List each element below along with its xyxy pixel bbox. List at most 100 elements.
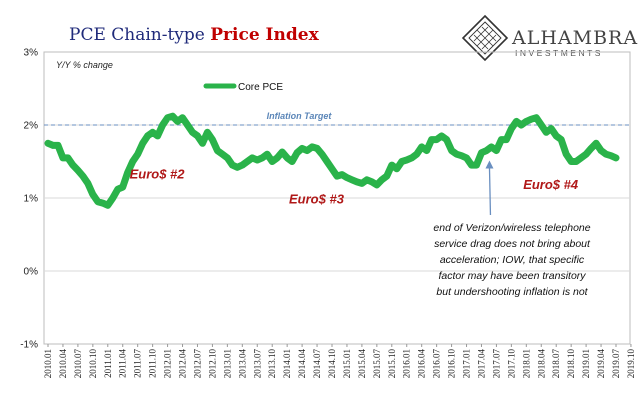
diamond-lattice-icon <box>461 14 509 62</box>
core-pce-point <box>570 160 572 163</box>
x-tick-label: 2012.01 <box>163 349 173 378</box>
core-pce-point <box>286 157 288 159</box>
x-tick-label: 2015.04 <box>357 349 367 379</box>
x-tick-label: 2018.07 <box>551 349 561 379</box>
x-tick-label: 2017.07 <box>491 349 501 379</box>
core-pce-point <box>321 153 323 155</box>
core-pce-point <box>396 168 398 170</box>
core-pce-point <box>57 144 59 147</box>
chart-title: PCE Chain-type Price Index <box>69 25 320 45</box>
core-pce-point <box>535 117 537 119</box>
core-pce-point <box>117 188 119 190</box>
core-pce-point <box>366 179 368 181</box>
core-pce-point <box>465 157 468 159</box>
core-pce-point <box>615 157 617 159</box>
core-pce-point <box>555 135 557 137</box>
note: end of Verizon/wireless telephone servic… <box>433 160 591 298</box>
core-pce-point <box>161 124 164 126</box>
core-pce-point <box>142 142 144 144</box>
core-pce-point <box>206 131 209 133</box>
core-pce-point <box>226 157 228 159</box>
core-pce-point <box>97 201 99 203</box>
core-pce-point <box>127 171 129 174</box>
core-pce-point <box>77 169 79 171</box>
x-tick-label: 2015.07 <box>372 349 382 379</box>
core-pce-point <box>470 164 473 166</box>
core-pce-point <box>72 164 74 166</box>
x-tick-label: 2019.10 <box>626 349 636 379</box>
core-pce-point <box>152 131 154 133</box>
core-pce-point <box>87 182 89 184</box>
x-tick-label: 2018.10 <box>566 349 576 379</box>
core-pce-point <box>490 146 493 148</box>
core-pce-point <box>371 181 373 183</box>
y-tick-label: 2% <box>24 121 39 132</box>
core-pce-point <box>480 152 483 154</box>
core-pce-point <box>122 186 124 188</box>
core-pce-point <box>107 204 109 206</box>
logo-sub: INVESTMENTS <box>515 48 603 58</box>
x-tick-label: 2018.01 <box>521 349 531 378</box>
core-pce-point <box>181 117 184 119</box>
core-pce-point <box>221 153 223 155</box>
x-tick-label: 2017.04 <box>476 349 486 379</box>
x-tick-label: 2011.01 <box>103 349 113 378</box>
core-pce-point <box>311 146 313 148</box>
core-pce-point <box>291 160 293 163</box>
core-pce-point <box>426 149 428 152</box>
core-pce-point <box>326 160 328 163</box>
core-pce-point <box>595 142 597 144</box>
core-pce-point <box>505 139 507 141</box>
core-pce-point <box>67 157 69 159</box>
annotation-euro-4: Euro$ #4 <box>523 177 579 192</box>
x-tick-label: 2016.04 <box>417 349 427 379</box>
core-pce-point <box>401 160 403 163</box>
core-pce-point <box>545 131 547 133</box>
x-tick-label: 2019.01 <box>581 349 591 378</box>
core-pce-point <box>271 160 273 163</box>
core-pce-point <box>171 115 174 117</box>
core-pce-point <box>381 179 383 181</box>
core-pce-point <box>431 139 433 141</box>
core-pce-point <box>356 181 358 183</box>
gridlines <box>44 124 630 272</box>
x-tick-label: 2013.01 <box>222 349 232 378</box>
core-pce-point <box>157 135 159 137</box>
x-tick-label: 2010.01 <box>43 349 53 378</box>
core-pce-point <box>147 135 149 137</box>
core-pce-point <box>540 124 542 126</box>
x-tick-label: 2017.10 <box>506 349 516 379</box>
x-tick-label: 2014.07 <box>312 349 322 379</box>
core-pce-point <box>316 147 318 149</box>
x-tick-label: 2011.10 <box>148 349 158 378</box>
core-pce-point <box>256 159 258 161</box>
annotation-euro-3: Euro$ #3 <box>289 191 345 206</box>
core-pce-point <box>406 159 408 161</box>
note-arrowhead <box>485 160 494 169</box>
core-pce-point <box>236 166 238 168</box>
x-tick-label: 2014.10 <box>327 349 337 379</box>
x-tick-label: 2010.07 <box>73 349 83 379</box>
note-line-2: service drag does not bring about <box>434 238 591 250</box>
core-pce-point <box>560 139 562 141</box>
core-pce-point <box>416 153 418 155</box>
core-pce-point <box>550 128 552 130</box>
x-axis: 2010.01 2010.04 2010.07 2010.10 2011.01 2011.… <box>43 344 636 378</box>
x-tick-label: 2016.07 <box>432 349 442 379</box>
x-tick-label: 2018.04 <box>536 349 546 379</box>
core-pce-point <box>610 155 612 157</box>
chart-subtitle: Y/Y % change <box>56 60 113 70</box>
core-pce-point <box>241 164 243 166</box>
core-pce-point <box>421 146 423 148</box>
core-pce-point <box>500 139 503 141</box>
y-tick-label: 3% <box>24 48 39 59</box>
y-tick-label: -1% <box>20 340 38 351</box>
note-line-3: acceleration; IOW, that specific <box>440 254 585 266</box>
x-tick-label: 2015.10 <box>387 349 397 379</box>
x-tick-label: 2013.07 <box>252 349 262 379</box>
core-pce-point <box>266 153 268 155</box>
x-tick-label: 2016.01 <box>402 349 412 378</box>
core-pce-point <box>565 153 567 155</box>
core-pce-point <box>62 157 64 159</box>
core-pce-point <box>580 157 582 159</box>
